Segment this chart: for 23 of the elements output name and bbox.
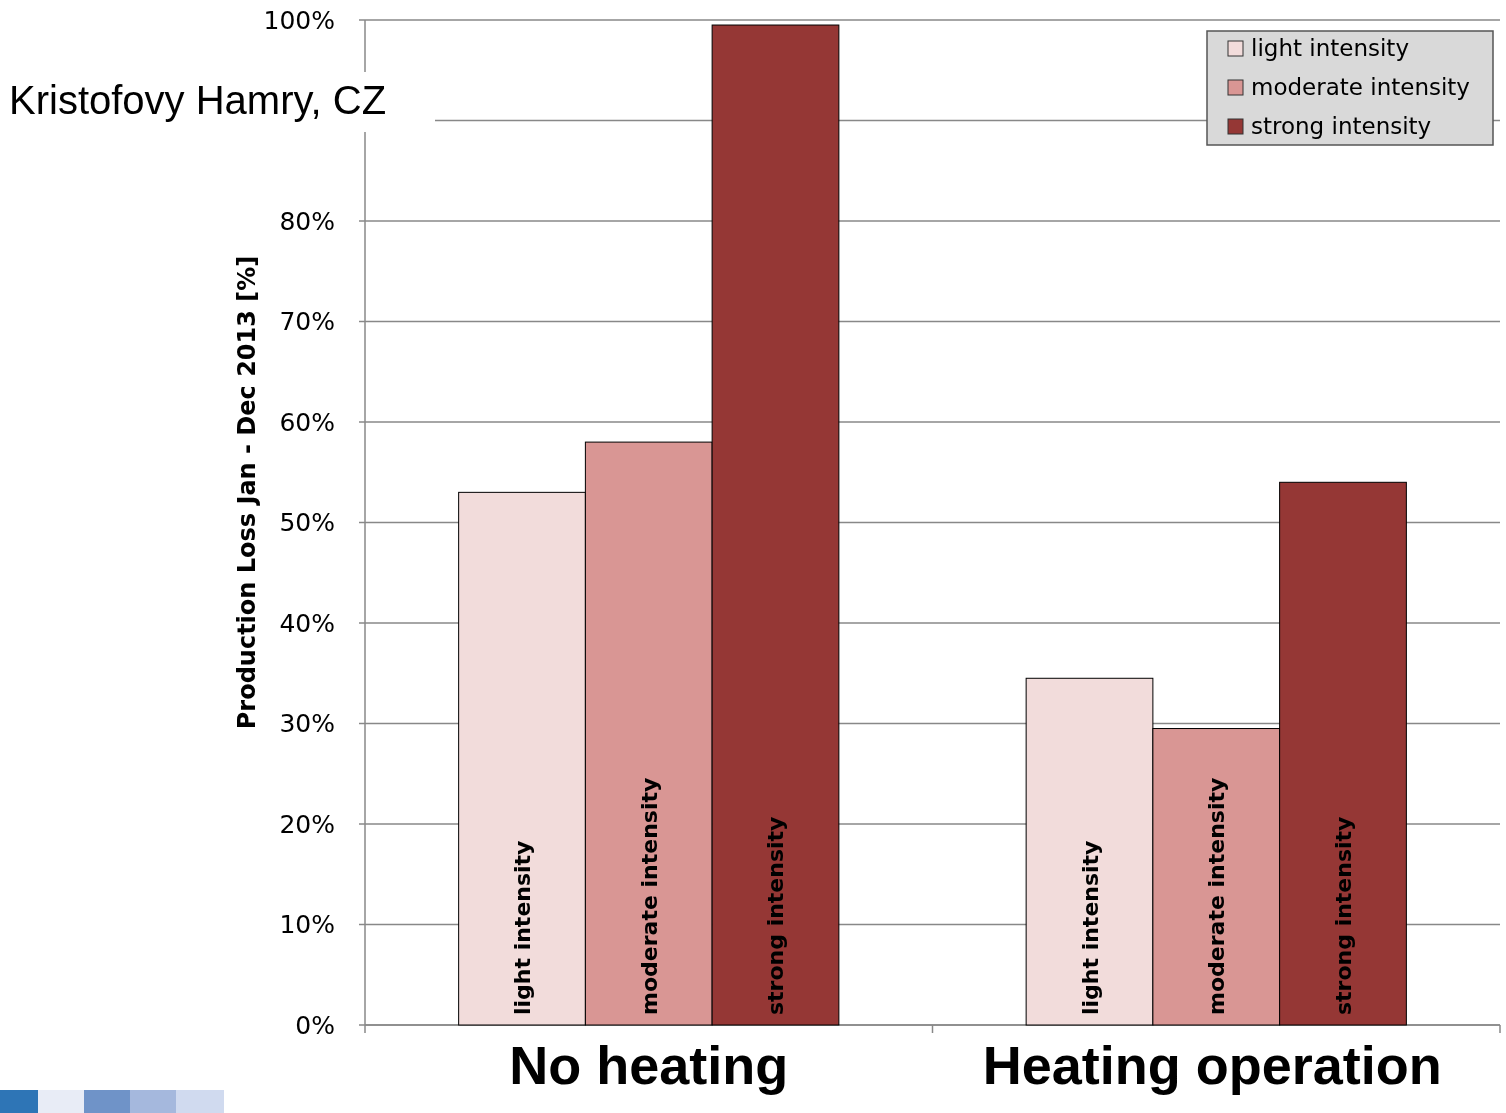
text: light intensity (510, 840, 536, 1015)
text: light intensity (1077, 840, 1103, 1015)
y-tick-label: 70% (279, 307, 335, 337)
legend-label: light intensity (1251, 35, 1410, 61)
legend-label: strong intensity (1251, 113, 1432, 139)
y-axis-title: Production Loss Jan - Dec 2013 [%] (233, 255, 261, 730)
text: strong intensity (1330, 816, 1356, 1015)
text: moderate intensity (1204, 777, 1230, 1015)
y-tick-label: 80% (279, 206, 335, 236)
y-tick-label: 0% (295, 1010, 335, 1040)
y-tick-label: 20% (279, 809, 335, 839)
y-tick-label: 100% (263, 5, 335, 35)
y-tick-label: 60% (279, 407, 335, 437)
text: moderate intensity (636, 777, 662, 1015)
y-tick-label: 10% (279, 910, 335, 940)
y-tick-label: 30% (279, 709, 335, 739)
x-tick-label: No heating (509, 1035, 789, 1095)
text: Kristofovy Hamry, CZ (9, 78, 387, 122)
y-tick-label: 50% (279, 508, 335, 538)
text: strong intensity (763, 816, 789, 1015)
x-tick-label: Heating operation (982, 1035, 1442, 1095)
y-tick-label: 40% (279, 608, 335, 638)
legend-label: moderate intensity (1251, 74, 1470, 100)
